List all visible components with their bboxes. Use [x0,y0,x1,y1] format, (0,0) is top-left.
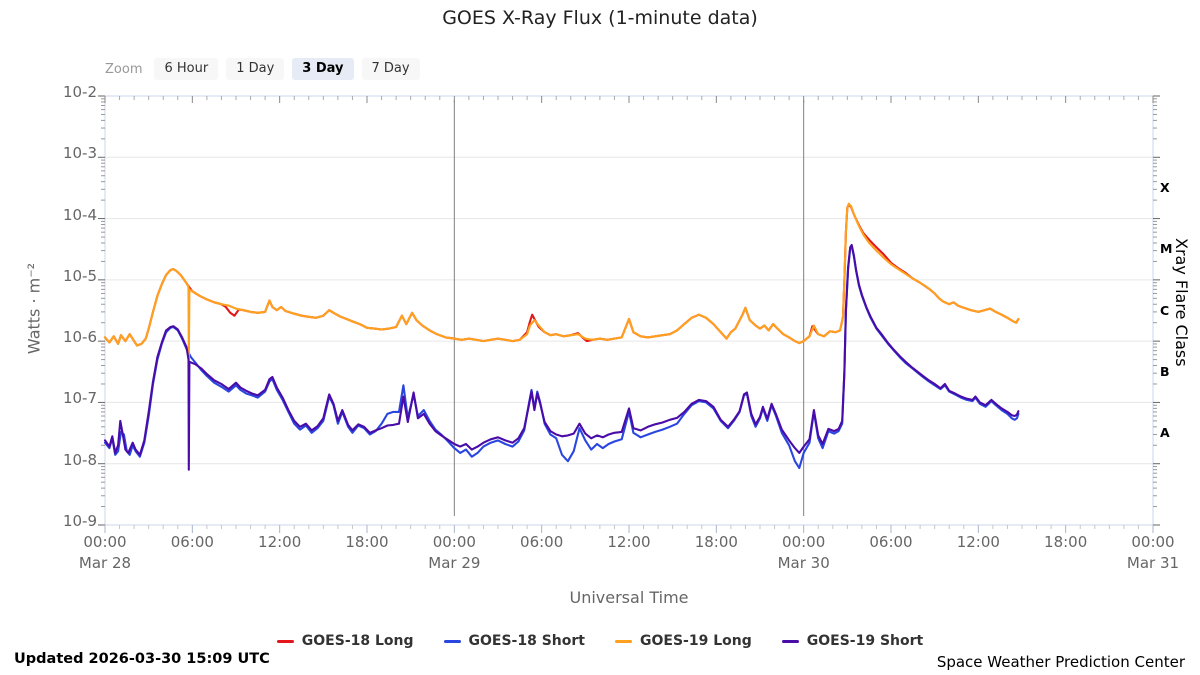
page-title: GOES X-Ray Flux (1-minute data) [442,7,758,29]
y-axis-title: Watts · m⁻² [24,262,44,355]
x-axis-title: Universal Time [569,588,689,607]
legend-item-label: GOES-18 Short [468,633,585,649]
legend: GOES-18 Long GOES-18 Short GOES-19 Long GOE… [0,633,1200,649]
legend-item-label: GOES-19 Long [640,633,752,649]
legend-dash-icon [276,639,294,643]
legend-item-goes-18-long[interactable]: GOES-18 Long [276,633,414,649]
series-line-goes-19-long [103,202,1020,365]
series-line-goes-18-short [103,244,1020,470]
zoom-selector-label: Zoom [105,61,143,77]
zoom-button-7-day[interactable]: 7 Day [361,58,420,80]
source-attribution: Space Weather Prediction Center [936,653,1185,671]
legend-dash-icon [443,639,461,643]
zoom-button-1-day[interactable]: 1 Day [226,58,285,80]
legend-item-goes-18-short[interactable]: GOES-18 Short [443,633,585,649]
zoom-button-6-hour[interactable]: 6 Hour [154,58,219,80]
series-line-goes-18-long [103,203,1020,347]
zoom-range-selector: Zoom 6 Hour 1 Day 3 Day 7 Day [105,58,420,80]
legend-item-goes-19-long[interactable]: GOES-19 Long [615,633,752,649]
updated-timestamp: Updated 2026-03-30 15:09 UTC [14,651,270,667]
zoom-button-3-day[interactable]: 3 Day [292,58,354,80]
legend-item-label: GOES-18 Long [301,633,414,649]
legend-item-label: GOES-19 Short [806,633,924,649]
right-axis-title: Xray Flare Class [1172,238,1191,367]
legend-dash-icon [615,639,632,643]
legend-item-goes-19-short[interactable]: GOES-19 Short [781,633,924,649]
series-line-goes-19-short [103,243,1020,471]
plot-border [104,95,1154,526]
legend-dash-icon [781,639,799,643]
